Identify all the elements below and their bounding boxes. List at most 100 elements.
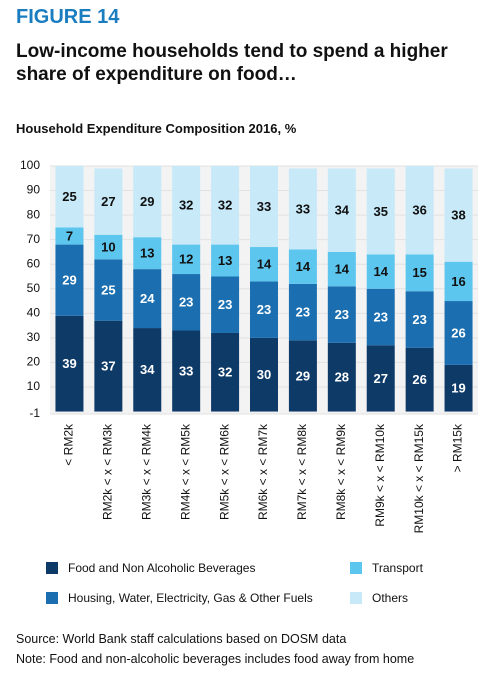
x-tick-label: RM5k < x < RM6k: [217, 423, 231, 520]
bar-segment: [133, 328, 162, 412]
data-label: 30: [257, 367, 271, 382]
data-label: 16: [451, 274, 465, 289]
bar-segment: [366, 288, 395, 346]
data-label: 36: [412, 203, 426, 218]
data-label: 33: [296, 201, 310, 216]
data-label: 15: [412, 265, 426, 280]
data-label: 13: [140, 246, 154, 261]
bar-segment: [288, 283, 317, 341]
bar-segment: [327, 168, 356, 252]
bar-segment: [250, 337, 278, 412]
y-tick-label: 30: [27, 330, 41, 344]
data-label: 23: [296, 305, 310, 320]
data-label: 19: [451, 381, 465, 396]
data-label: 13: [218, 253, 232, 268]
bar-segment: [366, 345, 395, 412]
data-label: 14: [373, 264, 388, 279]
data-label: 23: [257, 302, 271, 317]
bar-segment: [55, 244, 84, 316]
data-label: 32: [179, 198, 193, 213]
bar-segment: [250, 166, 278, 248]
bar-segment: [94, 234, 123, 260]
bar-segment: [405, 166, 434, 255]
bar-segment: [327, 342, 356, 412]
legend-swatch: [350, 562, 362, 574]
data-label: 14: [296, 259, 311, 274]
data-label: 27: [373, 371, 387, 386]
bar-segment: [172, 166, 201, 245]
bar-segment: [211, 244, 240, 277]
bar-segment: [405, 291, 434, 348]
data-label: 32: [218, 365, 232, 380]
x-tick-label: > RM15k: [451, 423, 465, 472]
y-tick-label: 10: [27, 379, 41, 393]
bar-segment: [250, 281, 278, 338]
x-tick-label: < RM2k: [62, 423, 76, 466]
bar-segment: [288, 249, 317, 284]
x-tick-label: RM2k < x < RM3k: [101, 423, 115, 520]
data-label: 27: [101, 194, 115, 209]
bar-segment: [444, 261, 473, 302]
bar-segment: [94, 259, 123, 321]
bar-segment: [250, 247, 278, 282]
data-label: 29: [140, 194, 154, 209]
data-label: 35: [373, 204, 387, 219]
chart-title: Household Expenditure Composition 2016, …: [16, 121, 297, 136]
data-label: 29: [296, 368, 310, 383]
y-tick-label: 100: [20, 158, 40, 172]
bar-segment: [94, 320, 123, 412]
bar-segment: [444, 364, 473, 412]
data-label: 23: [412, 312, 426, 327]
legend-swatch: [46, 562, 58, 574]
figure-label: FIGURE 14: [16, 6, 120, 28]
note: Note: Food and non-alcoholic beverages i…: [16, 652, 415, 666]
data-label: 26: [451, 325, 465, 340]
y-tick-label: 90: [27, 183, 41, 197]
y-tick-label: 50: [27, 281, 41, 295]
bar-segment: [366, 168, 395, 255]
data-label: 33: [257, 199, 271, 214]
x-tick-label: RM8k < x < RM9k: [334, 423, 348, 520]
data-label: 14: [335, 262, 350, 277]
bar-segment: [94, 168, 123, 235]
data-label: 24: [140, 291, 155, 306]
bar-segment: [366, 254, 395, 289]
bar-segment: [211, 332, 240, 412]
data-label: 10: [101, 239, 115, 254]
data-label: 25: [101, 282, 115, 297]
bar-segment: [172, 330, 201, 412]
x-tick-label: RM9k < x < RM10k: [373, 423, 387, 527]
data-label: 29: [62, 273, 76, 288]
y-tick-label: 40: [27, 305, 41, 319]
bar-segment: [288, 168, 317, 250]
legend-label: Food and Non Alcoholic Beverages: [68, 561, 255, 575]
bar-segment: [444, 168, 473, 262]
data-label: 38: [451, 208, 465, 223]
y-tick-label: 80: [27, 207, 41, 221]
bar-segment: [327, 286, 356, 343]
data-label: 7: [66, 228, 73, 243]
legend-swatch: [46, 592, 58, 604]
data-label: 23: [335, 307, 349, 322]
data-label: 34: [140, 362, 155, 377]
bar-segment: [327, 251, 356, 287]
data-label: 14: [257, 257, 272, 272]
bar-segment: [405, 254, 434, 292]
x-tick-label: RM6k < x < RM7k: [256, 423, 270, 520]
bar-segment: [133, 237, 162, 270]
y-tick-label: 20: [27, 355, 41, 369]
bar-segment: [55, 166, 84, 228]
data-label: 32: [218, 198, 232, 213]
headline: Low-income households tend to spend a hi…: [16, 41, 448, 85]
data-label: 34: [335, 203, 350, 218]
x-tick-label: RM10k < x < RM15k: [412, 423, 426, 533]
legend-swatch: [350, 592, 362, 604]
bar-segment: [288, 340, 317, 412]
bar-segment: [55, 315, 84, 412]
bar-segment: [133, 166, 162, 238]
y-tick-label: 70: [27, 232, 41, 246]
bar-segment: [211, 166, 240, 245]
bar-segment: [172, 244, 201, 275]
bar-segment: [405, 347, 434, 412]
